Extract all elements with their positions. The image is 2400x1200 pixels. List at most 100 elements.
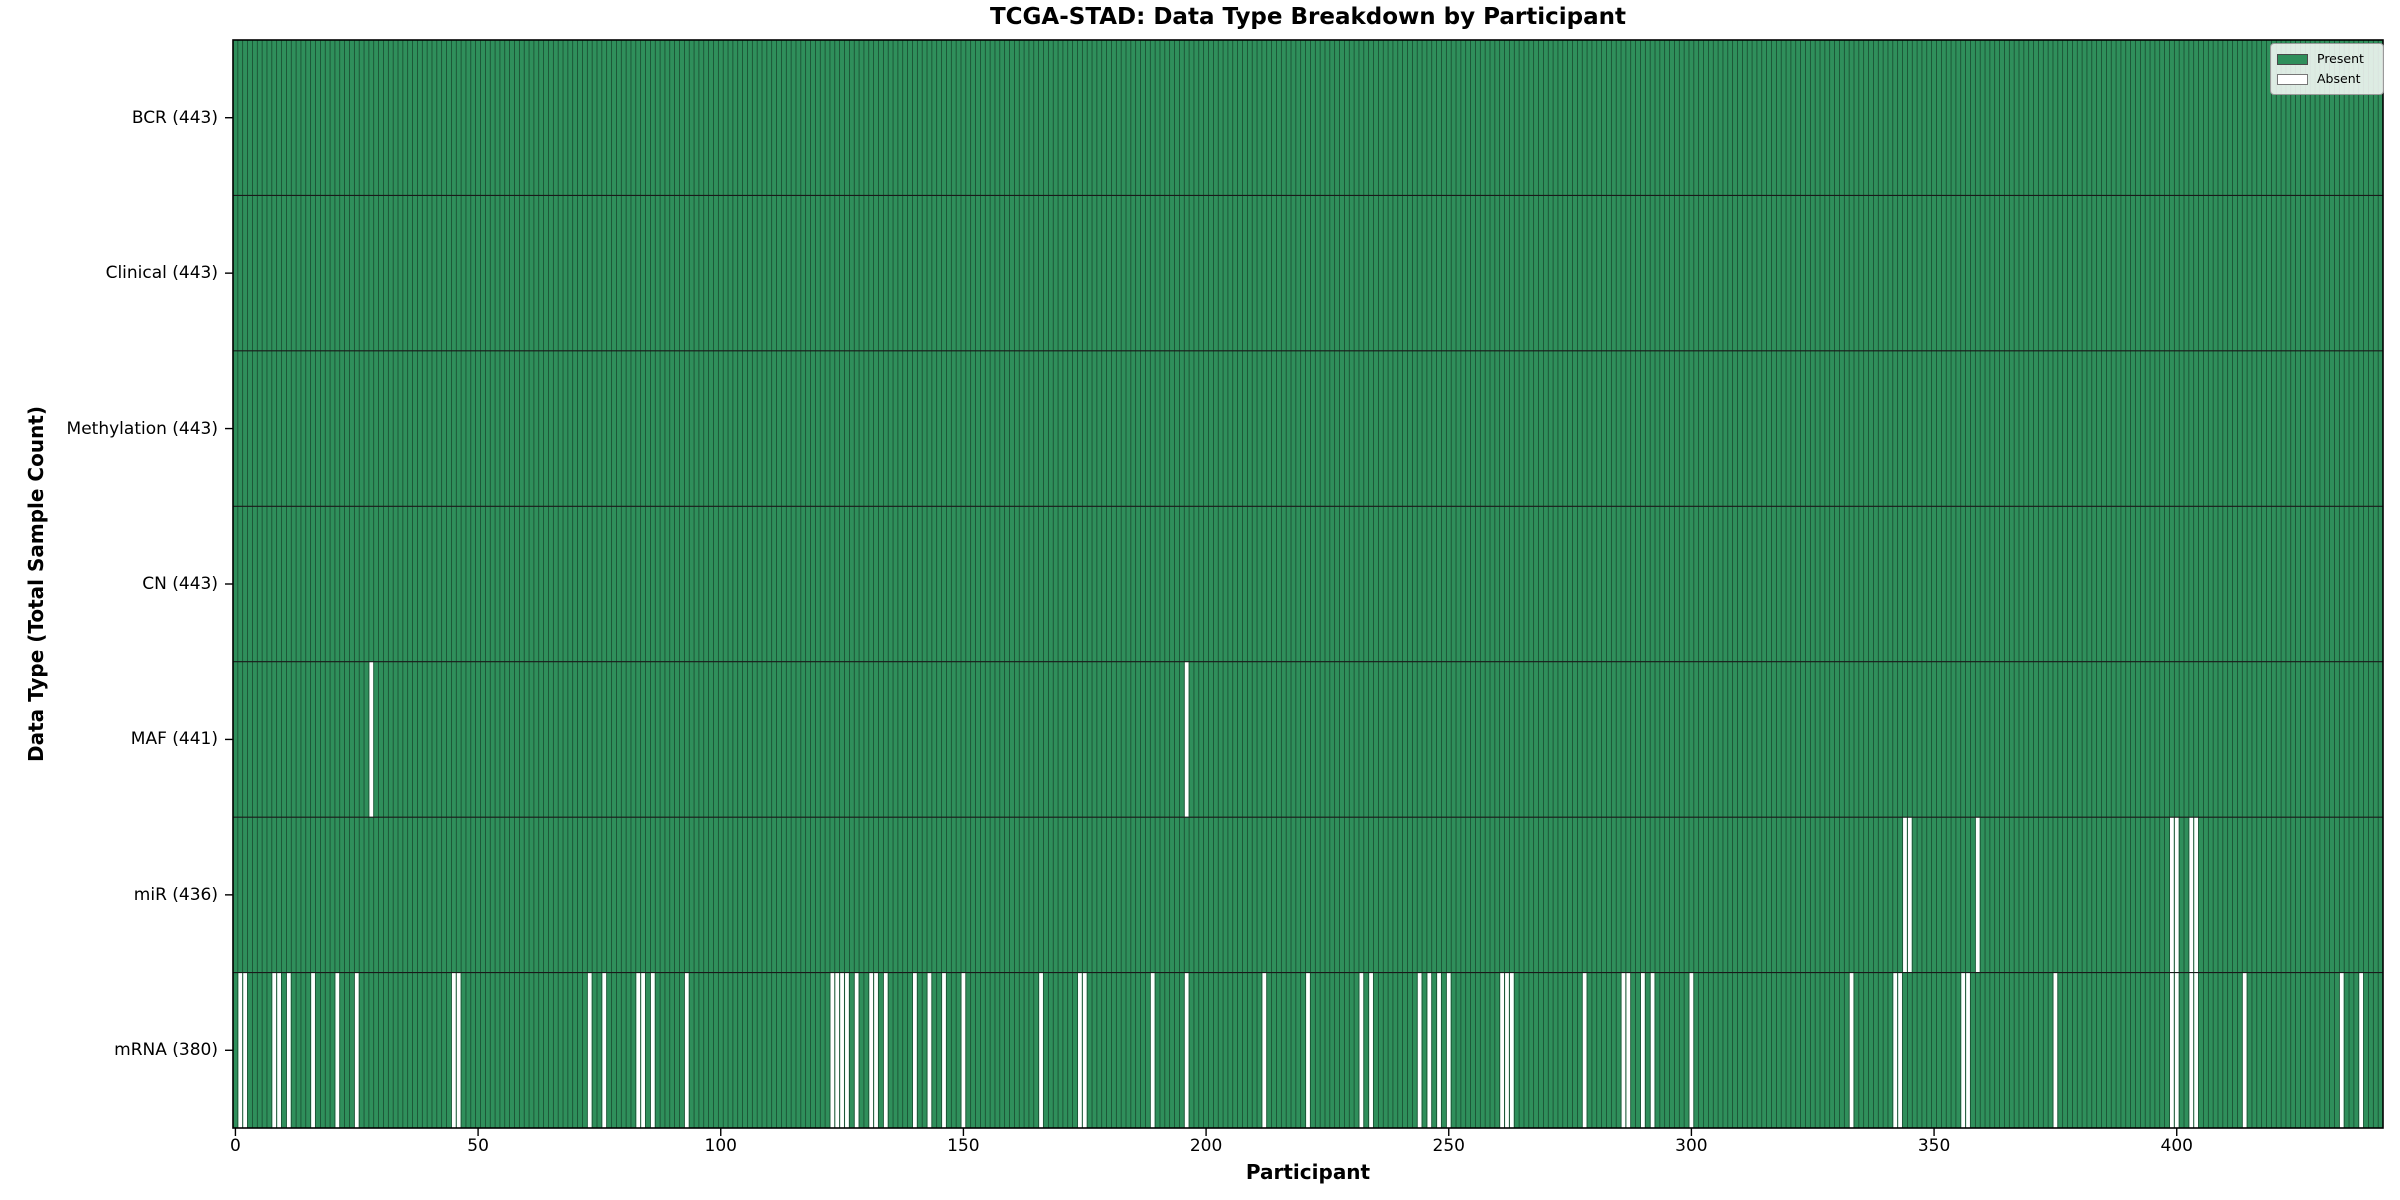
absent-bar-mRNA-246 [1427, 972, 1432, 1128]
absent-bar-mRNA-1 [238, 972, 243, 1128]
absent-bar-mRNA-143 [927, 972, 932, 1128]
x-tick-label-100: 100 [704, 1136, 737, 1156]
absent-bar-miR-344 [1903, 817, 1907, 973]
absent-bar-mRNA-404 [2194, 972, 2199, 1128]
absent-bar-mRNA-45 [451, 972, 456, 1128]
absent-bar-mRNA-357 [1966, 972, 1970, 1128]
absent-bar-mRNA-356 [1961, 972, 1966, 1128]
absent-bar-mRNA-25 [354, 972, 359, 1128]
x-tick-label-400: 400 [2160, 1136, 2193, 1156]
absent-bar-mRNA-261 [1500, 972, 1505, 1128]
absent-bar-mRNA-76 [602, 972, 607, 1128]
y-tick-label-Methylation: Methylation (443) [66, 418, 218, 439]
row-band-MAF [233, 661, 2383, 818]
absent-bar-miR-359 [1975, 817, 1980, 973]
absent-bar-miR-400 [2174, 817, 2179, 973]
legend: Present Absent [2270, 43, 2384, 95]
absent-bar-mRNA-262 [1505, 972, 1509, 1128]
absent-bar-mRNA-414 [2242, 972, 2247, 1128]
x-tick-label-150: 150 [947, 1136, 980, 1156]
y-tick-label-BCR: BCR (443) [131, 107, 218, 128]
absent-bar-mRNA-134 [883, 972, 888, 1128]
absent-bar-mRNA-86 [650, 972, 655, 1128]
absent-bar-mRNA-403 [2189, 972, 2194, 1128]
absent-bar-mRNA-166 [1039, 972, 1043, 1128]
present-swatch-icon [2277, 53, 2308, 65]
absent-bar-mRNA-93 [684, 972, 689, 1128]
x-axis-label: Participant [1245, 1160, 1371, 1184]
absent-bar-mRNA-83 [636, 972, 641, 1128]
absent-bar-miR-403 [2189, 817, 2194, 973]
row-band-CN [233, 506, 2383, 662]
x-tick-label-250: 250 [1432, 1136, 1465, 1156]
x-tick-label-200: 200 [1189, 1136, 1223, 1156]
absent-bar-mRNA-232 [1359, 972, 1364, 1128]
y-tick-label-CN: CN (443) [142, 574, 218, 594]
absent-bar-MAF-28 [369, 661, 374, 818]
absent-bar-mRNA-300 [1689, 972, 1694, 1128]
absent-bar-mRNA-126 [845, 972, 849, 1128]
x-tick-label-50: 50 [467, 1136, 489, 1156]
absent-bar-mRNA-11 [286, 972, 291, 1128]
absent-bar-mRNA-263 [1509, 972, 1514, 1128]
absent-bar-mRNA-123 [830, 972, 835, 1128]
legend-entry-absent: Absent [2277, 69, 2376, 89]
absent-swatch-icon [2277, 73, 2308, 85]
absent-bar-mRNA-9 [277, 972, 281, 1128]
absent-bar-mRNA-124 [835, 972, 840, 1128]
x-tick-label-0: 0 [230, 1136, 241, 1156]
x-tick-label-300: 300 [1675, 1136, 1708, 1156]
absent-bar-mRNA-399 [2170, 972, 2174, 1128]
absent-bar-mRNA-286 [1621, 972, 1626, 1128]
absent-bar-mRNA-189 [1150, 972, 1155, 1128]
absent-bar-mRNA-21 [335, 972, 340, 1128]
absent-bar-mRNA-400 [2174, 972, 2179, 1128]
absent-bar-mRNA-290 [1640, 972, 1645, 1128]
absent-bar-mRNA-333 [1849, 972, 1854, 1128]
absent-bar-mRNA-196 [1184, 972, 1189, 1128]
absent-bar-miR-345 [1907, 817, 1912, 973]
absent-bar-mRNA-212 [1262, 972, 1267, 1128]
absent-bar-mRNA-8 [272, 972, 277, 1128]
chart-title: TCGA-STAD: Data Type Breakdown by Partic… [989, 4, 1626, 30]
absent-bar-mRNA-128 [854, 972, 859, 1128]
absent-bar-mRNA-221 [1306, 972, 1310, 1128]
y-tick-label-miR: miR (436) [133, 884, 218, 905]
absent-bar-miR-399 [2170, 817, 2174, 973]
absent-bar-mRNA-234 [1369, 972, 1373, 1128]
absent-bar-mRNA-434 [2339, 972, 2344, 1128]
absent-bar-mRNA-84 [641, 972, 645, 1128]
absent-bar-mRNA-132 [874, 972, 878, 1128]
absent-bar-mRNA-140 [913, 972, 917, 1128]
row-band-BCR [233, 40, 2383, 196]
absent-bar-mRNA-438 [2359, 972, 2364, 1128]
absent-bar-mRNA-342 [1893, 972, 1898, 1128]
absent-bar-mRNA-125 [840, 972, 844, 1128]
y-tick-label-MAF: MAF (441) [130, 729, 218, 750]
row-band-miR [233, 817, 2383, 973]
absent-bar-mRNA-174 [1078, 972, 1082, 1128]
absent-bar-mRNA-248 [1437, 972, 1441, 1128]
absent-bar-mRNA-131 [869, 972, 874, 1128]
y-tick-label-mRNA: mRNA (380) [114, 1040, 218, 1061]
absent-bar-mRNA-343 [1898, 972, 1902, 1128]
absent-bar-mRNA-73 [587, 972, 592, 1128]
legend-label-absent: Absent [2317, 71, 2361, 86]
row-band-Clinical [233, 195, 2383, 351]
legend-label-present: Present [2317, 51, 2364, 66]
absent-bar-mRNA-46 [456, 972, 461, 1128]
absent-bar-mRNA-175 [1082, 972, 1087, 1128]
absent-bar-mRNA-146 [942, 972, 946, 1128]
row-band-Methylation [233, 350, 2383, 507]
absent-bar-mRNA-292 [1650, 972, 1655, 1128]
absent-bar-mRNA-250 [1446, 972, 1451, 1128]
legend-entry-present: Present [2277, 49, 2376, 69]
absent-bar-mRNA-244 [1417, 972, 1422, 1128]
absent-bar-mRNA-16 [311, 972, 315, 1128]
absent-bar-MAF-196 [1184, 661, 1189, 818]
absent-bar-mRNA-287 [1626, 972, 1631, 1128]
x-tick-label-350: 350 [1917, 1136, 1951, 1156]
absent-bar-mRNA-150 [961, 972, 966, 1128]
